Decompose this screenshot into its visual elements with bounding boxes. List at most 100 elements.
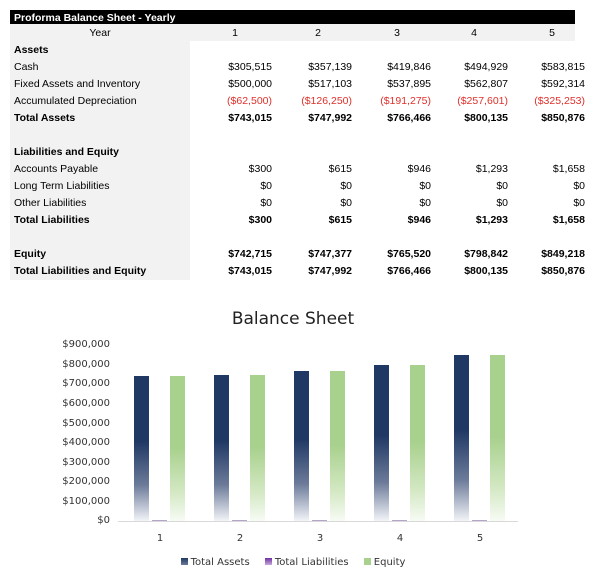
legend-swatch-icon <box>264 557 272 565</box>
cell: $800,135 <box>464 265 508 277</box>
bar-total-liabilities <box>392 520 407 521</box>
year-header-row: Year 1 2 3 4 5 <box>10 25 575 42</box>
year-5: 5 <box>549 27 555 39</box>
y-tick: $600,000 <box>62 398 110 409</box>
cell: $615 <box>328 163 352 175</box>
table-row-total-assets: Total Assets $743,015 $747,992 $766,466 … <box>10 110 585 127</box>
legend-label: Equity <box>373 557 406 568</box>
cell: $743,015 <box>228 265 272 277</box>
bar-equity <box>410 365 425 521</box>
cell: $0 <box>496 197 508 209</box>
liabilities-heading: Liabilities and Equity <box>14 146 120 158</box>
legend-total-liabilities: Total Liabilities <box>264 557 349 568</box>
balance-sheet-table: Proforma Balance Sheet - Yearly Year 1 2… <box>10 10 585 280</box>
label-column-bg <box>10 24 190 280</box>
x-tick: 5 <box>476 533 484 544</box>
liabilities-heading-row: Liabilities and Equity <box>10 144 575 161</box>
cell: $300 <box>248 214 272 226</box>
cell: $592,314 <box>541 78 585 90</box>
assets-heading: Assets <box>14 44 49 56</box>
row-label: Total Liabilities <box>14 214 90 226</box>
row-label: Long Term Liabilities <box>14 180 110 192</box>
row-label: Accounts Payable <box>14 163 99 175</box>
cell: $747,992 <box>308 265 352 277</box>
sheet-title: Proforma Balance Sheet - Yearly <box>10 10 575 24</box>
cell: $0 <box>419 197 431 209</box>
x-tick: 2 <box>236 533 244 544</box>
cell: $946 <box>407 163 431 175</box>
cell-negative: ($257,601) <box>457 95 508 107</box>
bar-total-liabilities <box>152 520 167 521</box>
y-tick: $100,000 <box>62 496 110 507</box>
cell: $849,218 <box>541 248 585 260</box>
year-3: 3 <box>394 27 400 39</box>
legend-label: Total Liabilities <box>274 557 349 568</box>
y-tick: $900,000 <box>62 339 110 350</box>
bar-equity <box>170 376 185 521</box>
cell: $0 <box>260 197 272 209</box>
cell: $1,293 <box>475 163 508 175</box>
bar-total-assets <box>214 375 229 521</box>
bar-total-liabilities <box>472 520 487 521</box>
legend-swatch-icon <box>363 557 371 565</box>
cell: $494,929 <box>464 61 508 73</box>
x-axis-line <box>118 521 518 522</box>
legend-equity: Equity <box>363 557 406 568</box>
cell: $747,377 <box>308 248 352 260</box>
bar-equity <box>490 355 505 521</box>
cell-negative: ($62,500) <box>227 95 272 107</box>
cell: $766,466 <box>387 112 431 124</box>
x-tick: 1 <box>156 533 164 544</box>
legend-label: Total Assets <box>190 557 250 568</box>
bar-equity <box>330 371 345 521</box>
cell: $1,658 <box>552 214 585 226</box>
cell: $765,520 <box>387 248 431 260</box>
chart-legend: Total Assets Total Liabilities Equity <box>48 557 538 568</box>
cell: $850,876 <box>541 265 585 277</box>
cell: $0 <box>340 180 352 192</box>
year-2: 2 <box>315 27 321 39</box>
row-label: Accumulated Depreciation <box>14 95 137 107</box>
year-row-bg <box>10 24 575 41</box>
cell: $0 <box>573 180 585 192</box>
cell: $419,846 <box>387 61 431 73</box>
bar-total-liabilities <box>312 520 327 521</box>
cell: $747,992 <box>308 112 352 124</box>
legend-swatch-icon <box>180 557 188 565</box>
table-row-long-term-liabilities: Long Term Liabilities $0 $0 $0 $0 $0 <box>10 178 585 195</box>
cell-negative: ($191,275) <box>380 95 431 107</box>
table-row-cash: Cash $305,515 $357,139 $419,846 $494,929… <box>10 59 585 76</box>
cell: $1,658 <box>552 163 585 175</box>
table-row-equity: Equity $742,715 $747,377 $765,520 $798,8… <box>10 246 585 263</box>
year-label: Year <box>89 27 111 39</box>
assets-heading-row: Assets <box>10 42 575 59</box>
cell: $357,139 <box>308 61 352 73</box>
cell: $300 <box>248 163 272 175</box>
table-row-total-liabilities-equity: Total Liabilities and Equity $743,015 $7… <box>10 263 585 280</box>
table-row-depreciation: Accumulated Depreciation ($62,500) ($126… <box>10 93 585 110</box>
cell: $583,815 <box>541 61 585 73</box>
cell: $850,876 <box>541 112 585 124</box>
year-1: 1 <box>232 27 238 39</box>
cell: $615 <box>328 214 352 226</box>
cell: $537,895 <box>387 78 431 90</box>
cell: $0 <box>260 180 272 192</box>
y-tick: $500,000 <box>62 418 110 429</box>
y-tick: $300,000 <box>62 457 110 468</box>
cell: $800,135 <box>464 112 508 124</box>
bar-equity <box>250 375 265 521</box>
cell: $946 <box>407 214 431 226</box>
cell-negative: ($325,253) <box>534 95 585 107</box>
row-label: Total Assets <box>14 112 76 124</box>
bar-total-assets <box>134 376 149 521</box>
y-tick: $700,000 <box>62 378 110 389</box>
chart-title: Balance Sheet <box>231 309 355 329</box>
bar-total-assets <box>454 355 469 521</box>
table-row-fixed-assets: Fixed Assets and Inventory $500,000 $517… <box>10 76 585 93</box>
table-row-other-liabilities: Other Liabilities $0 $0 $0 $0 $0 <box>10 195 585 212</box>
cell: $0 <box>419 180 431 192</box>
cell: $766,466 <box>387 265 431 277</box>
table-row-accounts-payable: Accounts Payable $300 $615 $946 $1,293 $… <box>10 161 585 178</box>
x-tick: 3 <box>316 533 324 544</box>
year-4: 4 <box>471 27 477 39</box>
